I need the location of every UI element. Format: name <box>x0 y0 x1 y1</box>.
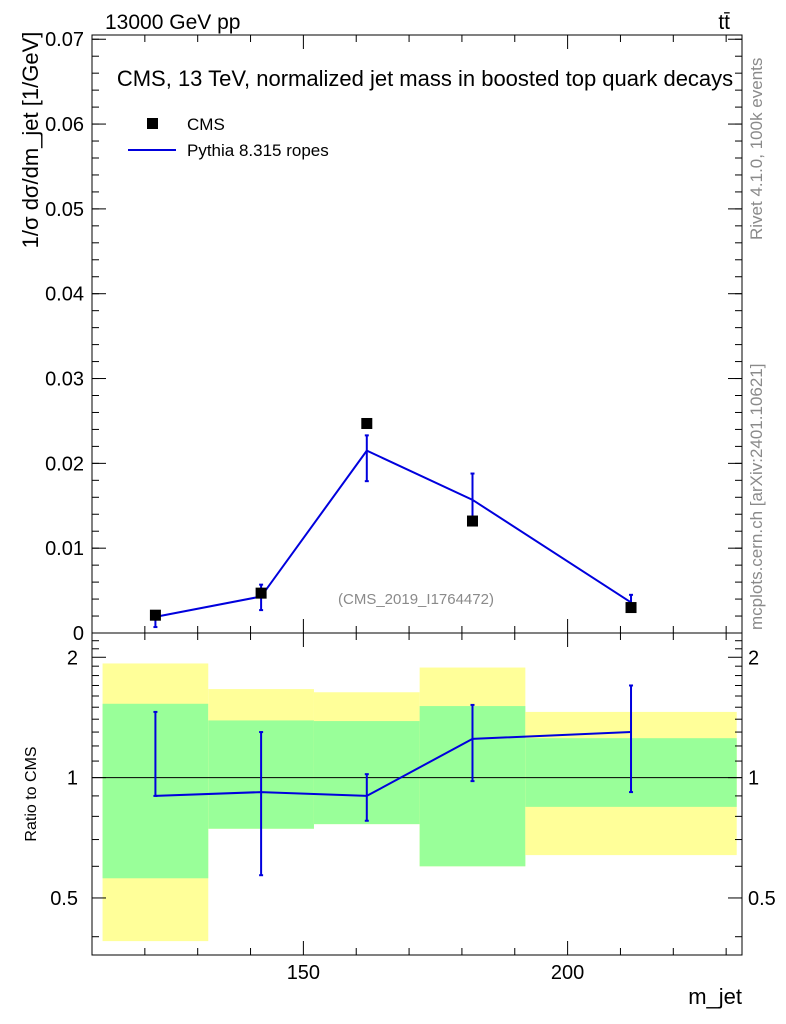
ratio-y-axis-label: Ratio to CMS <box>23 746 40 841</box>
main-ytick-label: 0.04 <box>45 284 84 306</box>
ratio-xtick-label: 200 <box>551 962 584 984</box>
plot-title: CMS, 13 TeV, normalized jet mass in boos… <box>117 66 733 91</box>
mcplots-label: mcplots.cern.ch [arXiv:2401.10621] <box>747 364 766 630</box>
main-ytick-label: 0.07 <box>45 29 84 51</box>
legend: CMS Pythia 8.315 ropes <box>128 115 329 160</box>
main-y-axis-label: 1/σ dσ/dm_jet [1/GeV] <box>18 32 43 249</box>
legend-label-cms: CMS <box>187 115 225 134</box>
ratio-ytick-label-right: 1 <box>748 768 759 790</box>
process-label: tt̄ <box>718 11 730 34</box>
ratio-panel: 0.5 0.5 1 1 2 2 150 200 Ratio to CMS m_jet <box>23 632 776 1009</box>
ratio-frame <box>91 632 743 956</box>
energy-label: 13000 GeV pp <box>105 11 240 34</box>
main-y-axis-label-text: 1/σ dσ/dm_jet [1/GeV] <box>18 32 43 249</box>
main-panel: 0 0.01 0.02 0.03 0.04 0.05 0.06 0.07 CMS, 13 Te… <box>18 29 743 645</box>
main-ytick-label: 0.06 <box>45 114 84 136</box>
main-ytick-label: 0.02 <box>45 453 84 475</box>
legend-label-mc: Pythia 8.315 ropes <box>187 141 329 160</box>
cms-data-point <box>149 609 161 621</box>
ratio-ytick-label: 1 <box>67 768 78 790</box>
main-ytick-label: 0 <box>73 623 84 645</box>
main-ytick-label: 0.01 <box>45 538 84 560</box>
ratio-ytick-label: 2 <box>67 647 78 669</box>
ratio-y-axis-label-text: Ratio to CMS <box>23 746 40 841</box>
cms-data-point <box>625 602 637 614</box>
main-ytick-label: 0.03 <box>45 369 84 391</box>
main-ytick-label: 0.05 <box>45 199 84 221</box>
ratio-ytick-label-right: 0.5 <box>748 888 776 910</box>
cms-data-point <box>255 587 267 599</box>
rivet-version-label: Rivet 4.1.0, 100k events <box>747 58 766 240</box>
cms-data-point <box>361 417 373 429</box>
analysis-id-label: (CMS_2019_I1764472) <box>338 591 494 608</box>
legend-marker-cms <box>147 118 158 129</box>
ratio-xtick-label: 150 <box>287 962 320 984</box>
ratio-ytick-label: 0.5 <box>50 888 78 910</box>
cms-data-point <box>466 515 478 527</box>
x-axis-label: m_jet <box>688 984 742 1009</box>
ratio-ytick-label-right: 2 <box>748 647 759 669</box>
